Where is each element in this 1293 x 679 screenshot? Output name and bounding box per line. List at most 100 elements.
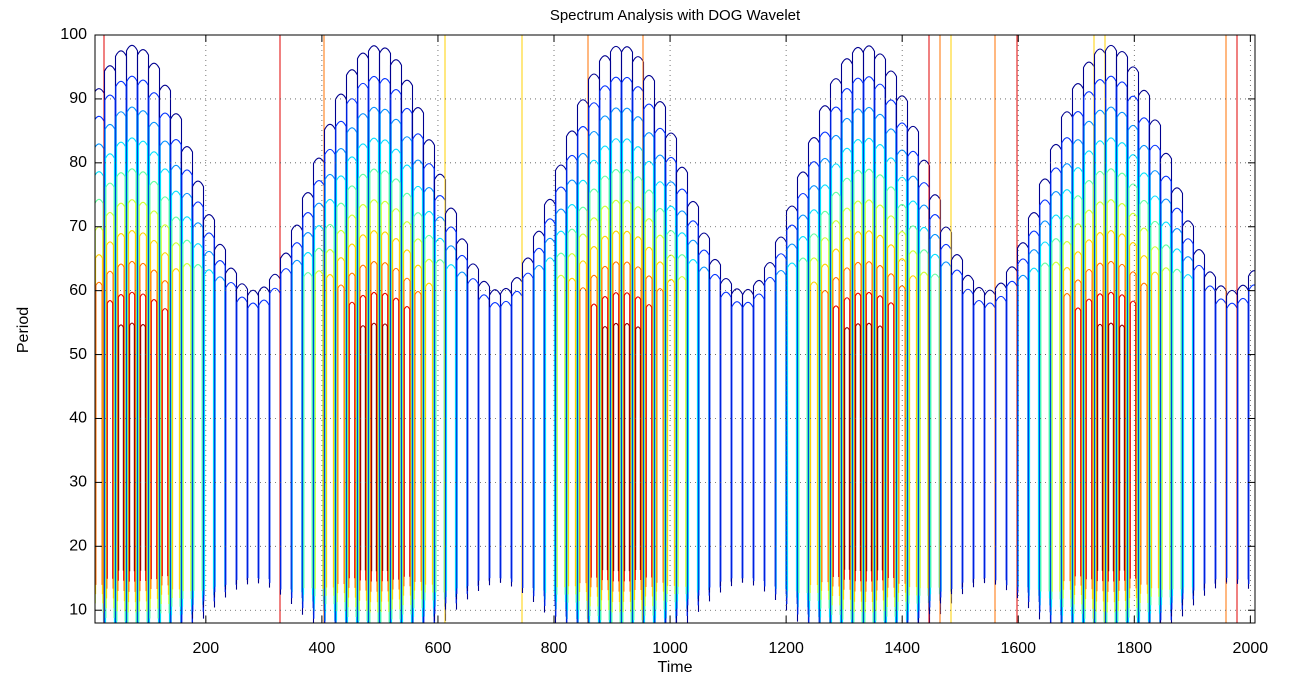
contour-line [853,139,863,623]
contour-line [369,168,379,623]
contour-line [865,230,873,603]
contour-line [182,239,192,599]
contour-line [810,281,818,585]
contour-line [677,232,687,602]
contour-line [686,200,700,612]
contour-line [1248,284,1255,584]
contour-line [380,200,390,612]
contour-line [590,245,598,597]
contour-line [392,238,400,600]
contour-line [425,282,433,585]
contour-line [601,265,609,591]
contour-line [126,106,138,623]
contour-line [623,292,631,582]
contour-line [589,188,599,616]
contour-line [191,180,205,619]
contour-line [1062,241,1072,599]
contour-line [656,261,664,592]
contour-line [855,323,861,572]
contour-line [1073,195,1083,614]
contour-line [1181,220,1195,606]
contour-line [1118,233,1126,601]
contour-line [423,187,435,617]
contour-line [1072,139,1084,623]
contour-line [588,130,600,623]
y-tick-label: 90 [69,90,87,107]
contour-line [898,258,906,593]
contour-line [1127,124,1139,623]
contour-line [590,303,598,578]
contour-line [359,234,367,601]
contour-line [1148,119,1162,623]
contour-line [118,324,124,571]
contour-line [687,220,699,606]
contour-line [1074,279,1082,586]
contour-line [841,117,853,623]
contour-line [149,180,159,619]
contour-line [600,205,610,611]
contour-line [633,206,643,611]
contour-line [567,204,577,611]
contour-line [391,148,401,623]
contour-line [676,188,688,616]
contour-line [382,323,388,571]
contour-line [424,234,434,601]
contour-line [348,301,356,579]
contour-line [116,141,126,623]
contour-line [634,296,642,581]
contour-line [610,107,622,623]
contour-line [875,204,885,611]
contour-line [1084,150,1094,623]
contour-line [181,192,193,615]
y-tick-label: 60 [69,282,87,299]
contour-line [1085,298,1093,580]
contour-line [1062,189,1072,616]
contour-line [1039,220,1051,606]
contour-line [138,201,148,612]
contour-line [876,265,884,591]
contour-line [180,146,194,623]
contour-line [930,253,940,595]
contour-line [182,216,192,607]
contour-line [235,283,249,585]
contour-line [171,216,181,607]
contour-line [820,237,830,600]
contour-line [951,269,963,589]
contour-line [95,281,103,585]
contour-line [1203,271,1217,589]
contour-line [104,123,116,623]
contour-line [568,277,576,587]
contour-line [1150,246,1160,597]
contour-line [863,106,875,623]
contour-line [1171,207,1183,610]
contour-line [887,302,895,579]
contour-line [887,273,895,588]
contour-line [403,277,411,587]
contour-line [809,233,819,602]
contour-line [129,322,135,572]
contour-line [875,174,885,621]
contour-line [854,261,862,592]
contour-line [589,217,599,607]
contour-line [358,204,368,611]
contour-line [908,250,918,596]
contour-line [1074,307,1082,577]
contour-line [192,201,204,612]
contour-line [314,247,324,597]
x-tick-label: 600 [425,640,452,657]
contour-line [1061,163,1073,623]
contour-line [370,261,378,592]
contour-line [348,272,356,588]
contour-line [907,150,919,623]
contour-line [613,322,619,572]
y-tick-label: 20 [69,538,87,555]
contour-line [930,273,940,588]
contour-line [844,327,850,570]
contour-line [798,257,808,593]
contour-line [456,271,468,589]
contour-line [698,266,710,590]
contour-line [204,269,214,590]
y-tick-label: 40 [69,410,87,427]
contour-line [202,214,216,608]
contour-line [1151,271,1159,589]
